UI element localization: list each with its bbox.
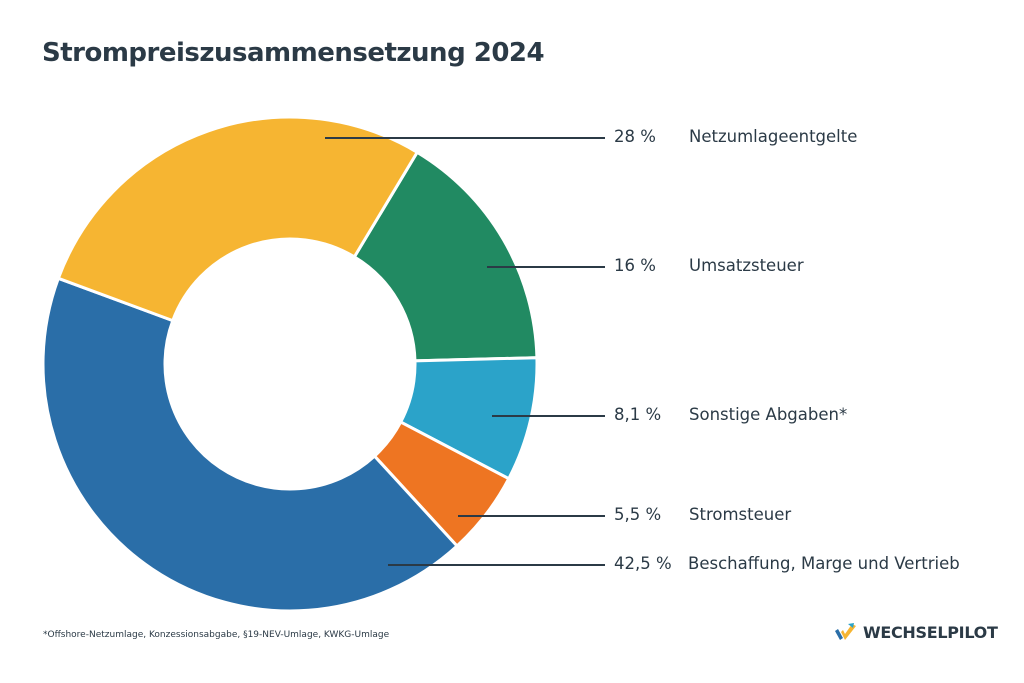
brand-logo: WECHSELPILOT (834, 622, 998, 642)
data-label-value: 16 % (614, 256, 656, 275)
chart-title: Strompreiszusammensetzung 2024 (42, 38, 545, 68)
data-label-value: 28 % (614, 127, 656, 146)
data-label-value: 5,5 % (614, 505, 662, 524)
legend-entry: Beschaffung, Marge und Vertrieb (688, 554, 960, 573)
legend-entry: Umsatzsteuer (689, 256, 804, 275)
legend-entry: Netzumlageentgelte (689, 127, 858, 146)
donut-slice-0 (352, 150, 539, 363)
footnote: *Offshore-Netzumlage, Konzessionsabgabe,… (43, 630, 390, 640)
brand-name: WECHSELPILOT (863, 622, 998, 642)
donut-slice-3 (41, 276, 460, 613)
legend-entry: Sonstige Abgaben* (689, 405, 848, 424)
legend-entry: Stromsteuer (689, 505, 792, 524)
data-label-value: 8,1 % (614, 405, 662, 424)
donut-slice-4 (56, 115, 420, 323)
wechselpilot-logo-icon (835, 623, 856, 640)
data-label-value: 42,5 % (614, 554, 672, 573)
